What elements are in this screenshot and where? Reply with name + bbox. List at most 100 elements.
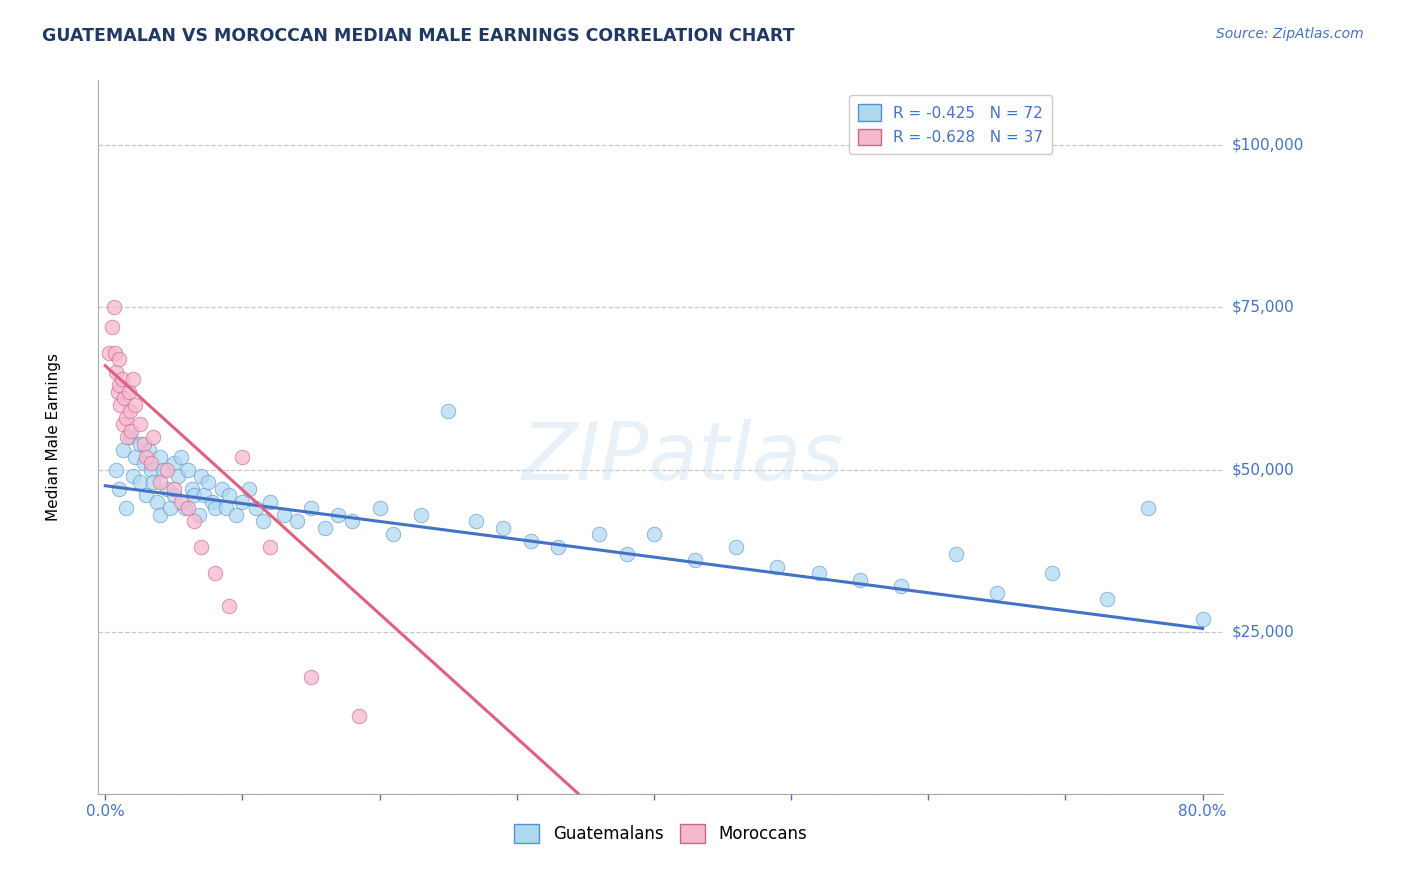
Point: [299, 501, 322, 516]
Point: [211, 482, 233, 496]
Point: [121, 372, 143, 386]
Point: [252, 515, 274, 529]
Point: [118, 404, 141, 418]
Point: [139, 462, 162, 476]
Point: [1136, 501, 1159, 516]
Point: [183, 515, 205, 529]
Point: [124, 450, 146, 464]
Point: [273, 508, 295, 522]
Point: [115, 410, 138, 425]
Point: [1095, 592, 1118, 607]
Text: $100,000: $100,000: [1232, 137, 1303, 153]
Point: [128, 436, 150, 450]
Point: [180, 482, 202, 496]
Point: [190, 469, 212, 483]
Point: [112, 417, 135, 431]
Point: [107, 384, 129, 399]
Point: [105, 462, 128, 476]
Point: [986, 586, 1008, 600]
Point: [101, 319, 124, 334]
Point: [409, 508, 432, 522]
Point: [643, 527, 665, 541]
Point: [347, 709, 370, 723]
Point: [437, 404, 460, 418]
Point: [766, 559, 789, 574]
Point: [204, 566, 226, 581]
Point: [117, 384, 139, 399]
Text: $50,000: $50,000: [1232, 462, 1295, 477]
Point: [135, 450, 157, 464]
Point: [183, 488, 205, 502]
Point: [121, 469, 143, 483]
Point: [201, 495, 224, 509]
Point: [103, 301, 125, 315]
Point: [807, 566, 830, 581]
Point: [115, 501, 138, 516]
Point: [132, 456, 155, 470]
Point: [464, 515, 486, 529]
Point: [167, 469, 190, 483]
Point: [492, 521, 515, 535]
Point: [1191, 612, 1213, 626]
Point: [588, 527, 610, 541]
Point: [218, 599, 240, 613]
Point: [104, 345, 127, 359]
Point: [231, 450, 253, 464]
Point: [114, 391, 136, 405]
Point: [118, 430, 141, 444]
Point: [128, 475, 150, 490]
Point: [163, 456, 186, 470]
Point: [124, 398, 146, 412]
Point: [173, 501, 195, 516]
Point: [683, 553, 706, 567]
Point: [368, 501, 391, 516]
Point: [105, 365, 128, 379]
Point: [382, 527, 405, 541]
Point: [848, 573, 870, 587]
Point: [616, 547, 638, 561]
Point: [139, 456, 162, 470]
Point: [149, 450, 172, 464]
Point: [328, 508, 350, 522]
Point: [259, 495, 281, 509]
Point: [190, 541, 212, 555]
Point: [156, 482, 179, 496]
Text: $75,000: $75,000: [1232, 300, 1295, 315]
Point: [197, 475, 219, 490]
Point: [108, 378, 131, 392]
Point: [215, 501, 238, 516]
Point: [725, 541, 748, 555]
Point: [170, 450, 193, 464]
Point: [218, 488, 240, 502]
Point: [128, 417, 150, 431]
Point: [108, 352, 131, 367]
Point: [340, 515, 363, 529]
Point: [115, 430, 138, 444]
Point: [259, 541, 281, 555]
Point: [142, 475, 165, 490]
Point: [149, 508, 172, 522]
Point: [1040, 566, 1063, 581]
Point: [519, 533, 541, 548]
Point: [170, 495, 193, 509]
Point: [163, 488, 186, 502]
Point: [132, 436, 155, 450]
Point: [163, 482, 186, 496]
Legend: Guatemalans, Moroccans: Guatemalans, Moroccans: [508, 818, 814, 850]
Point: [111, 372, 134, 386]
Point: [135, 488, 157, 502]
Point: [108, 482, 131, 496]
Point: [193, 488, 215, 502]
Point: [156, 462, 179, 476]
Point: [110, 398, 132, 412]
Point: [231, 495, 253, 509]
Point: [945, 547, 967, 561]
Point: [159, 501, 181, 516]
Point: [142, 430, 165, 444]
Point: [299, 670, 322, 684]
Point: [225, 508, 247, 522]
Point: [112, 443, 135, 458]
Point: [204, 501, 226, 516]
Point: [187, 508, 209, 522]
Point: [120, 424, 142, 438]
